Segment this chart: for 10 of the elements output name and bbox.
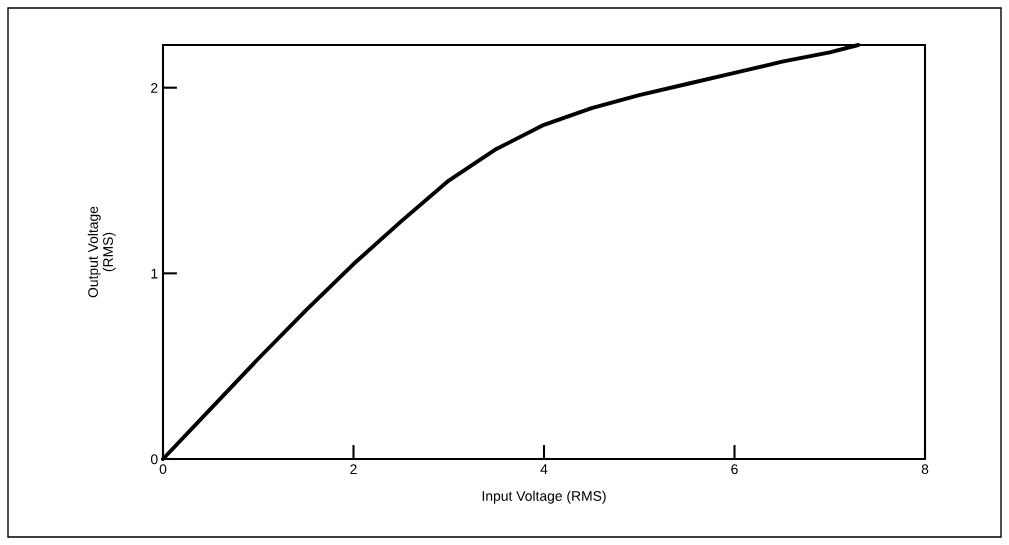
y-tick-label: 2 (151, 83, 158, 93)
x-tick-label: 0 (159, 464, 167, 475)
y-tick-label: 1 (151, 268, 158, 279)
x-axis-title: Input Voltage (RMS) (482, 490, 606, 504)
y-tick-label: 0 (150, 454, 158, 465)
x-tick-label: 8 (921, 464, 929, 475)
x-tick-label: 4 (540, 464, 548, 474)
y-axis-title: Output Voltage (RMS) (87, 206, 116, 298)
x-tick-label: 2 (350, 464, 357, 474)
x-tick-label: 6 (731, 464, 738, 475)
